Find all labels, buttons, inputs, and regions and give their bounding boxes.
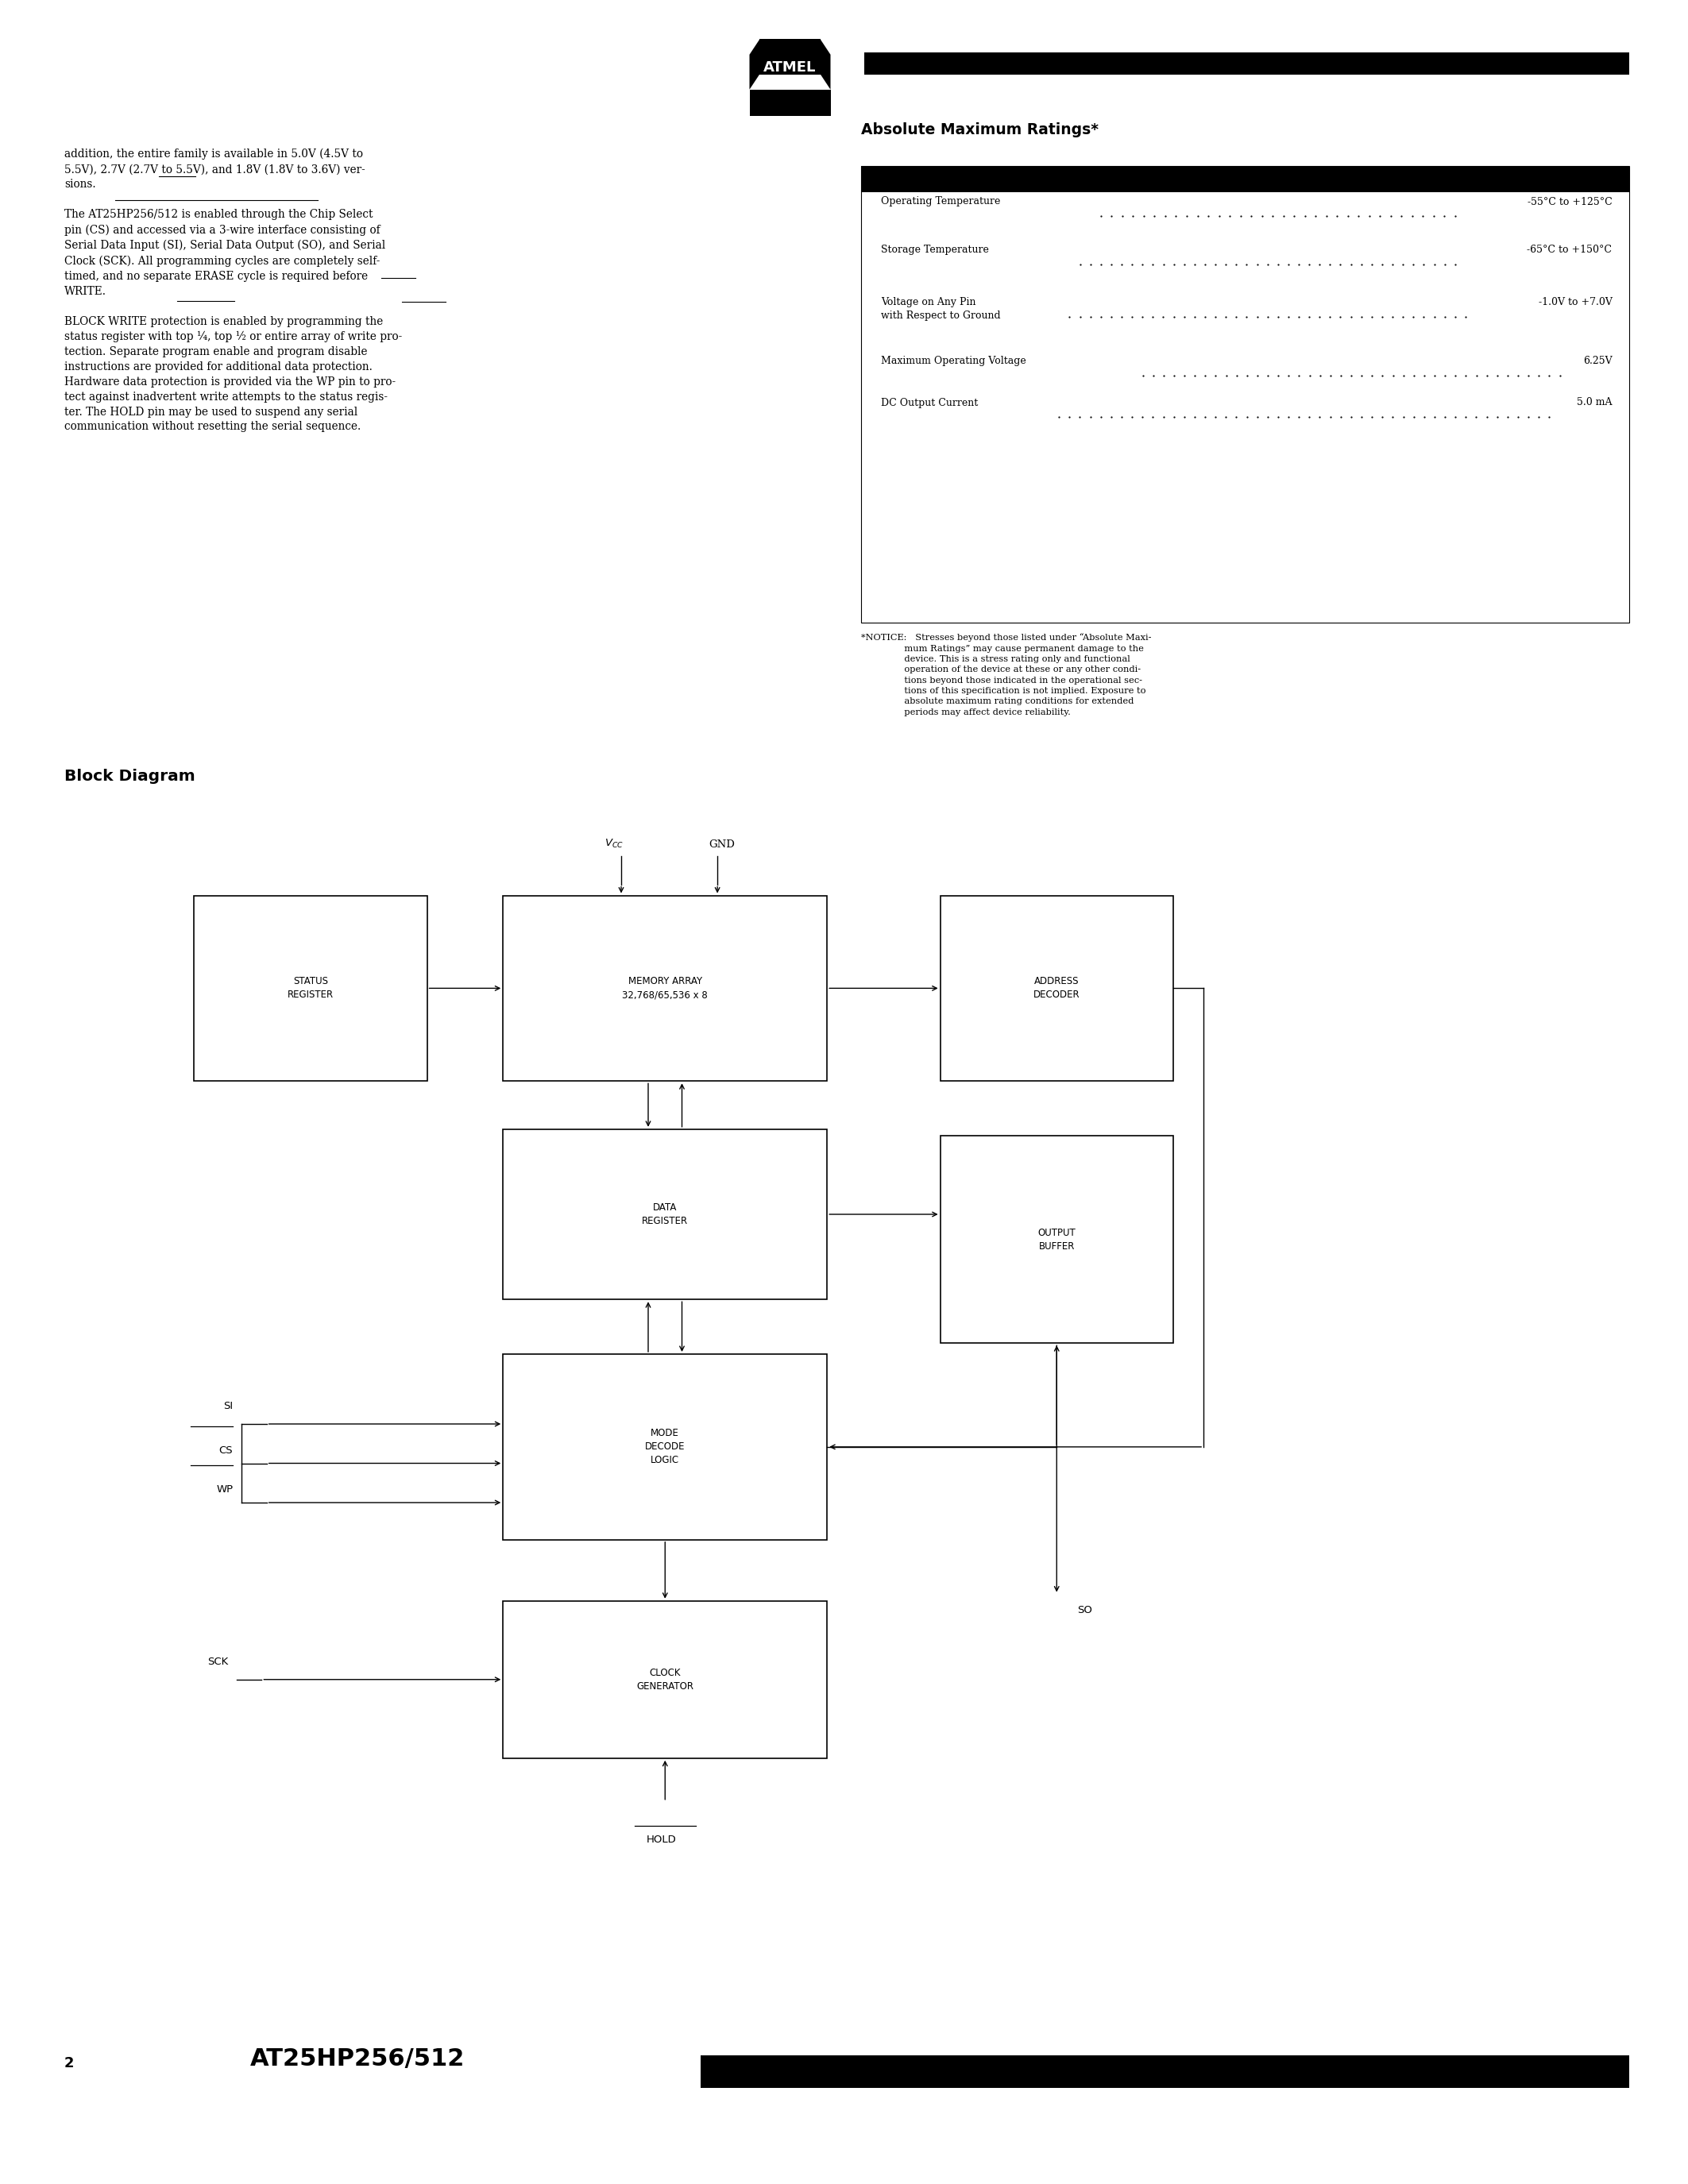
Text: AT25HP256/512: AT25HP256/512 bbox=[250, 2046, 464, 2070]
Text: Block Diagram: Block Diagram bbox=[64, 769, 196, 784]
Bar bbox=[749, 90, 830, 116]
Bar bbox=[701, 2055, 1629, 2088]
Text: addition, the entire family is available in 5.0V (4.5V to
5.5V), 2.7V (2.7V to 5: addition, the entire family is available… bbox=[64, 149, 402, 432]
Text: Voltage on Any Pin
with Respect to Ground: Voltage on Any Pin with Respect to Groun… bbox=[881, 297, 1001, 321]
Text: WP: WP bbox=[216, 1485, 233, 1494]
Bar bbox=[503, 1129, 827, 1299]
Polygon shape bbox=[820, 39, 830, 90]
Text: 2: 2 bbox=[64, 2055, 74, 2070]
Text: MODE
DECODE
LOGIC: MODE DECODE LOGIC bbox=[645, 1428, 685, 1465]
Text: GND: GND bbox=[709, 839, 734, 850]
Text: ADDRESS
DECODER: ADDRESS DECODER bbox=[1033, 976, 1080, 1000]
Text: Absolute Maximum Ratings*: Absolute Maximum Ratings* bbox=[861, 122, 1099, 138]
Text: $V_{CC}$: $V_{CC}$ bbox=[604, 839, 623, 850]
Text: ATMEL: ATMEL bbox=[763, 61, 817, 74]
Text: DATA
REGISTER: DATA REGISTER bbox=[641, 1203, 689, 1225]
Text: CS: CS bbox=[219, 1446, 233, 1455]
Bar bbox=[861, 166, 1629, 192]
Text: Maximum Operating Voltage: Maximum Operating Voltage bbox=[881, 356, 1026, 367]
Text: OUTPUT
BUFFER: OUTPUT BUFFER bbox=[1038, 1227, 1075, 1251]
Polygon shape bbox=[749, 39, 760, 90]
Text: 6.25V: 6.25V bbox=[1583, 356, 1612, 367]
Text: CLOCK
GENERATOR: CLOCK GENERATOR bbox=[636, 1669, 694, 1690]
Text: MEMORY ARRAY
32,768/65,536 x 8: MEMORY ARRAY 32,768/65,536 x 8 bbox=[623, 976, 707, 1000]
Bar bbox=[194, 895, 427, 1081]
Bar bbox=[503, 1601, 827, 1758]
Bar bbox=[760, 39, 820, 74]
Text: Storage Temperature: Storage Temperature bbox=[881, 245, 989, 256]
Text: HOLD: HOLD bbox=[647, 1835, 677, 1845]
Text: STATUS
REGISTER: STATUS REGISTER bbox=[287, 976, 334, 1000]
Text: Operating Temperature: Operating Temperature bbox=[881, 197, 1001, 207]
Text: -55°C to +125°C: -55°C to +125°C bbox=[1528, 197, 1612, 207]
Text: -65°C to +150°C: -65°C to +150°C bbox=[1528, 245, 1612, 256]
Text: 5.0 mA: 5.0 mA bbox=[1577, 397, 1612, 408]
Bar bbox=[940, 1136, 1173, 1343]
Bar bbox=[503, 895, 827, 1081]
Text: SI: SI bbox=[223, 1402, 233, 1411]
Bar bbox=[861, 166, 1629, 622]
Bar bbox=[864, 52, 1629, 74]
Text: -1.0V to +7.0V: -1.0V to +7.0V bbox=[1538, 297, 1612, 308]
Text: SCK: SCK bbox=[208, 1658, 228, 1666]
Text: *NOTICE:   Stresses beyond those listed under “Absolute Maxi-
               mum: *NOTICE: Stresses beyond those listed un… bbox=[861, 633, 1151, 716]
Text: SO: SO bbox=[1077, 1605, 1092, 1616]
Text: DC Output Current: DC Output Current bbox=[881, 397, 979, 408]
Bar bbox=[503, 1354, 827, 1540]
Bar bbox=[940, 895, 1173, 1081]
